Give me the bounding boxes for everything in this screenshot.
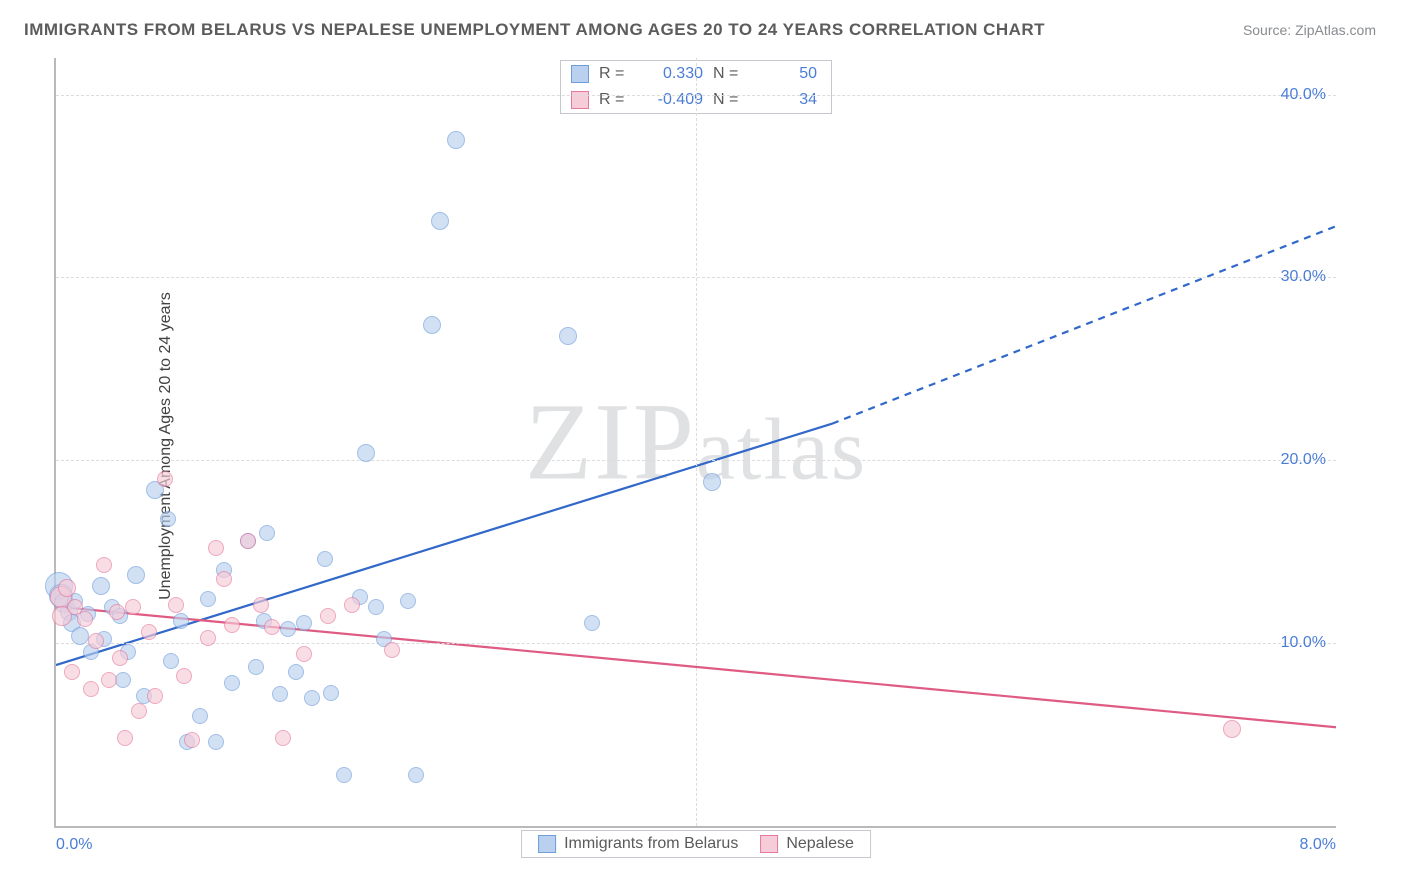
data-point-nepalese (184, 732, 200, 748)
data-point-nepalese (117, 730, 133, 746)
gridline-v (696, 58, 697, 826)
data-point-nepalese (176, 668, 192, 684)
data-point-belarus (584, 615, 600, 631)
data-point-belarus (259, 525, 275, 541)
data-point-belarus (163, 653, 179, 669)
data-point-nepalese (168, 597, 184, 613)
data-point-nepalese (264, 619, 280, 635)
data-point-belarus (559, 327, 577, 345)
trend-line-ext-belarus (832, 226, 1336, 423)
source-label: Source: ZipAtlas.com (1243, 22, 1376, 38)
data-point-nepalese (1223, 720, 1241, 738)
data-point-nepalese (253, 597, 269, 613)
data-point-belarus (272, 686, 288, 702)
data-point-belarus (447, 131, 465, 149)
data-point-nepalese (224, 617, 240, 633)
data-point-nepalese (141, 624, 157, 640)
data-point-nepalese (157, 471, 173, 487)
data-point-belarus (368, 599, 384, 615)
data-point-belarus (357, 444, 375, 462)
data-point-belarus (280, 621, 296, 637)
data-point-belarus (200, 591, 216, 607)
data-point-belarus (115, 672, 131, 688)
x-tick-label: 0.0% (56, 836, 92, 854)
data-point-nepalese (125, 599, 141, 615)
data-point-nepalese (344, 597, 360, 613)
data-point-nepalese (384, 642, 400, 658)
chart-title: IMMIGRANTS FROM BELARUS VS NEPALESE UNEM… (24, 20, 1045, 40)
legend-item-label: Nepalese (786, 835, 854, 853)
data-point-belarus (703, 473, 721, 491)
legend-item-nepalese: Nepalese (760, 835, 854, 853)
data-point-nepalese (320, 608, 336, 624)
data-point-nepalese (147, 688, 163, 704)
series-legend: Immigrants from Belarus Nepalese (521, 830, 871, 858)
data-point-nepalese (296, 646, 312, 662)
data-point-nepalese (112, 650, 128, 666)
legend-n-value: 50 (755, 65, 817, 83)
data-point-nepalese (77, 611, 93, 627)
legend-r-label: R = (599, 65, 631, 83)
y-tick-label: 10.0% (1281, 634, 1326, 652)
data-point-nepalese (216, 571, 232, 587)
data-point-nepalese (88, 633, 104, 649)
data-point-belarus (127, 566, 145, 584)
legend-n-label: N = (713, 65, 745, 83)
data-point-belarus (323, 685, 339, 701)
legend-item-label: Immigrants from Belarus (564, 835, 738, 853)
data-point-nepalese (275, 730, 291, 746)
data-point-belarus (224, 675, 240, 691)
data-point-belarus (336, 767, 352, 783)
data-point-nepalese (96, 557, 112, 573)
data-point-belarus (192, 708, 208, 724)
data-point-belarus (92, 577, 110, 595)
legend-item-belarus: Immigrants from Belarus (538, 835, 738, 853)
data-point-nepalese (83, 681, 99, 697)
data-point-nepalese (208, 540, 224, 556)
data-point-belarus (408, 767, 424, 783)
data-point-nepalese (101, 672, 117, 688)
data-point-nepalese (64, 664, 80, 680)
data-point-belarus (431, 212, 449, 230)
legend-r-value: 0.330 (641, 65, 703, 83)
data-point-belarus (160, 511, 176, 527)
legend-swatch (538, 835, 556, 853)
data-point-belarus (304, 690, 320, 706)
data-point-nepalese (240, 533, 256, 549)
data-point-belarus (317, 551, 333, 567)
data-point-nepalese (109, 604, 125, 620)
data-point-nepalese (200, 630, 216, 646)
data-point-belarus (296, 615, 312, 631)
y-tick-label: 20.0% (1281, 451, 1326, 469)
y-tick-label: 40.0% (1281, 86, 1326, 104)
data-point-belarus (400, 593, 416, 609)
x-tick-label: 8.0% (1300, 836, 1336, 854)
legend-swatch (760, 835, 778, 853)
scatter-plot: ZIPatlas R =0.330N =50R =-0.409N =34 Imm… (54, 58, 1336, 828)
data-point-belarus (208, 734, 224, 750)
data-point-nepalese (58, 579, 76, 597)
data-point-belarus (288, 664, 304, 680)
data-point-belarus (173, 613, 189, 629)
legend-swatch (571, 65, 589, 83)
data-point-nepalese (131, 703, 147, 719)
data-point-belarus (248, 659, 264, 675)
y-tick-label: 30.0% (1281, 268, 1326, 286)
data-point-belarus (423, 316, 441, 334)
data-point-belarus (71, 627, 89, 645)
